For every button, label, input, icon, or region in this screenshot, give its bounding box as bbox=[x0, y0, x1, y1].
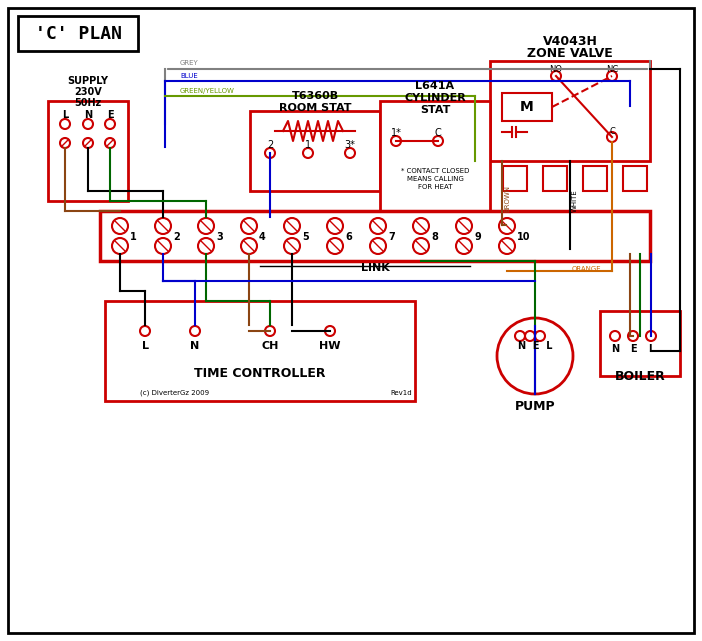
Text: L641A: L641A bbox=[416, 81, 455, 91]
Text: 6: 6 bbox=[345, 232, 352, 242]
Text: 2: 2 bbox=[267, 140, 273, 150]
Text: C: C bbox=[609, 126, 615, 135]
Text: N: N bbox=[84, 110, 92, 120]
Text: ROOM STAT: ROOM STAT bbox=[279, 103, 351, 113]
FancyBboxPatch shape bbox=[18, 16, 138, 51]
Text: L: L bbox=[62, 110, 68, 120]
Text: GREEN/YELLOW: GREEN/YELLOW bbox=[180, 88, 235, 94]
FancyBboxPatch shape bbox=[105, 301, 415, 401]
Text: 230V: 230V bbox=[74, 87, 102, 97]
Text: FOR HEAT: FOR HEAT bbox=[418, 184, 452, 190]
Text: SUPPLY: SUPPLY bbox=[67, 76, 109, 86]
Text: 10: 10 bbox=[517, 232, 531, 242]
Text: 1: 1 bbox=[305, 140, 311, 150]
Text: N: N bbox=[611, 344, 619, 354]
Text: MEANS CALLING: MEANS CALLING bbox=[406, 176, 463, 182]
FancyBboxPatch shape bbox=[48, 101, 128, 201]
Text: N: N bbox=[190, 341, 199, 351]
Text: 50Hz: 50Hz bbox=[74, 98, 102, 108]
Text: NO: NO bbox=[550, 65, 562, 74]
Text: V4043H: V4043H bbox=[543, 35, 597, 47]
Text: ORANGE: ORANGE bbox=[572, 266, 602, 272]
FancyBboxPatch shape bbox=[502, 93, 552, 121]
Text: 9: 9 bbox=[474, 232, 481, 242]
FancyBboxPatch shape bbox=[600, 311, 680, 376]
Text: 1*: 1* bbox=[390, 128, 402, 138]
Text: 3: 3 bbox=[216, 232, 223, 242]
Text: ZONE VALVE: ZONE VALVE bbox=[527, 47, 613, 60]
Text: 8: 8 bbox=[431, 232, 438, 242]
Text: HW: HW bbox=[319, 341, 340, 351]
Text: TIME CONTROLLER: TIME CONTROLLER bbox=[194, 367, 326, 379]
FancyBboxPatch shape bbox=[8, 8, 694, 633]
FancyBboxPatch shape bbox=[623, 166, 647, 191]
Text: 1: 1 bbox=[130, 232, 137, 242]
FancyBboxPatch shape bbox=[380, 101, 490, 211]
Text: L: L bbox=[142, 341, 149, 351]
FancyBboxPatch shape bbox=[543, 166, 567, 191]
Text: BOILER: BOILER bbox=[615, 369, 665, 383]
Text: 3*: 3* bbox=[345, 140, 355, 150]
Text: PUMP: PUMP bbox=[515, 399, 555, 413]
Text: * CONTACT CLOSED: * CONTACT CLOSED bbox=[401, 168, 469, 174]
Text: BROWN: BROWN bbox=[504, 185, 510, 212]
FancyBboxPatch shape bbox=[490, 61, 650, 161]
Text: CH: CH bbox=[261, 341, 279, 351]
FancyBboxPatch shape bbox=[503, 166, 527, 191]
Text: E: E bbox=[630, 344, 636, 354]
Text: BLUE: BLUE bbox=[180, 73, 198, 79]
Text: WHITE: WHITE bbox=[572, 189, 578, 212]
Text: GREY: GREY bbox=[180, 60, 199, 66]
Text: M: M bbox=[520, 100, 534, 114]
FancyBboxPatch shape bbox=[100, 211, 650, 261]
Text: 2: 2 bbox=[173, 232, 180, 242]
Text: Rev1d: Rev1d bbox=[390, 390, 411, 396]
Text: 4: 4 bbox=[259, 232, 266, 242]
Text: T6360B: T6360B bbox=[291, 91, 338, 101]
Text: N  E  L: N E L bbox=[518, 341, 552, 351]
Text: LINK: LINK bbox=[361, 263, 390, 273]
Text: NC: NC bbox=[606, 65, 618, 74]
Text: 7: 7 bbox=[388, 232, 395, 242]
Text: L: L bbox=[648, 344, 654, 354]
Text: C: C bbox=[435, 128, 442, 138]
Text: CYLINDER: CYLINDER bbox=[404, 93, 466, 103]
Text: E: E bbox=[107, 110, 113, 120]
Text: STAT: STAT bbox=[420, 105, 450, 115]
Text: 5: 5 bbox=[302, 232, 309, 242]
Text: 'C' PLAN: 'C' PLAN bbox=[34, 25, 121, 43]
Text: (c) DiverterGz 2009: (c) DiverterGz 2009 bbox=[140, 390, 209, 396]
FancyBboxPatch shape bbox=[583, 166, 607, 191]
FancyBboxPatch shape bbox=[250, 111, 380, 191]
